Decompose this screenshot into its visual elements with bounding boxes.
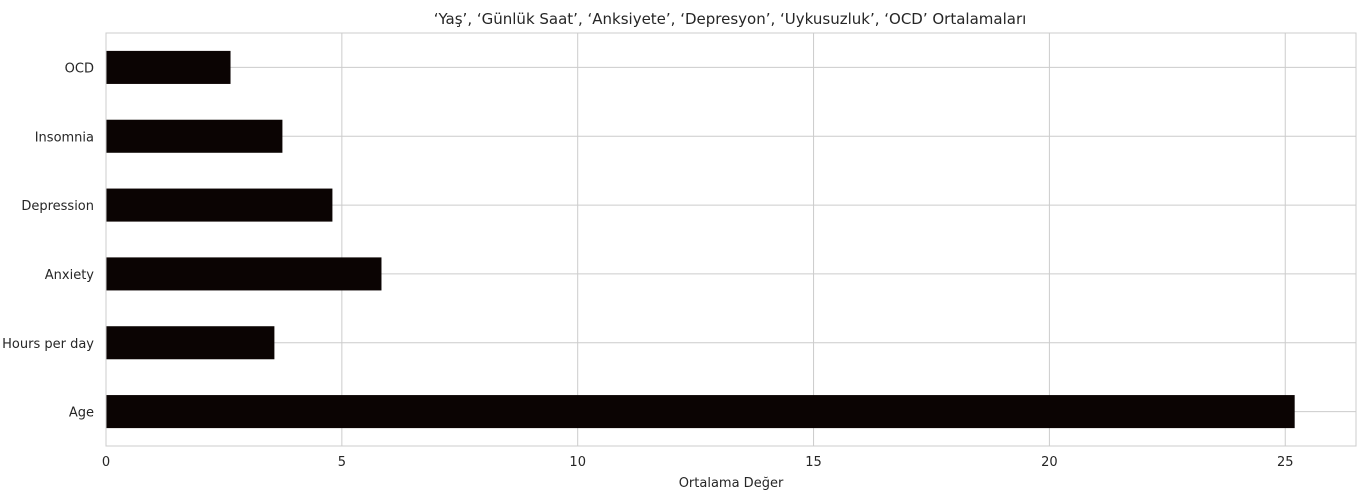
x-tick-label: 25 — [1277, 455, 1294, 470]
bar-insomnia — [106, 119, 283, 153]
y-ticks: Age Hours per day Anxiety Depression Insomni… — [2, 61, 94, 420]
plot-frame — [105, 32, 1357, 447]
y-tick-label: Age — [69, 406, 94, 421]
grid — [105, 33, 1356, 446]
x-tick-label: 10 — [569, 455, 586, 470]
y-tick-label: OCD — [65, 61, 94, 76]
x-axis-label: Ortalama Değer — [679, 476, 784, 491]
y-tick-label: Anxiety — [45, 268, 95, 283]
bar-depression — [106, 188, 333, 222]
y-tick-label: Depression — [21, 199, 94, 214]
x-ticks: 0 5 10 15 20 25 — [102, 455, 1294, 470]
bar-ocd — [106, 50, 231, 84]
x-tick-label: 5 — [338, 455, 346, 470]
bar-age — [106, 395, 1295, 429]
chart-title: ‘Yaş’, ‘Günlük Saat’, ‘Anksiyete’, ‘Depr… — [434, 10, 1027, 28]
bar-hours-per-day — [106, 326, 275, 360]
y-tick-label: Hours per day — [2, 337, 94, 352]
bar-anxiety — [106, 257, 382, 291]
bars — [106, 50, 1295, 429]
x-tick-label: 20 — [1041, 455, 1058, 470]
y-tick-label: Insomnia — [35, 130, 94, 145]
x-tick-label: 15 — [805, 455, 822, 470]
x-tick-label: 0 — [102, 455, 110, 470]
